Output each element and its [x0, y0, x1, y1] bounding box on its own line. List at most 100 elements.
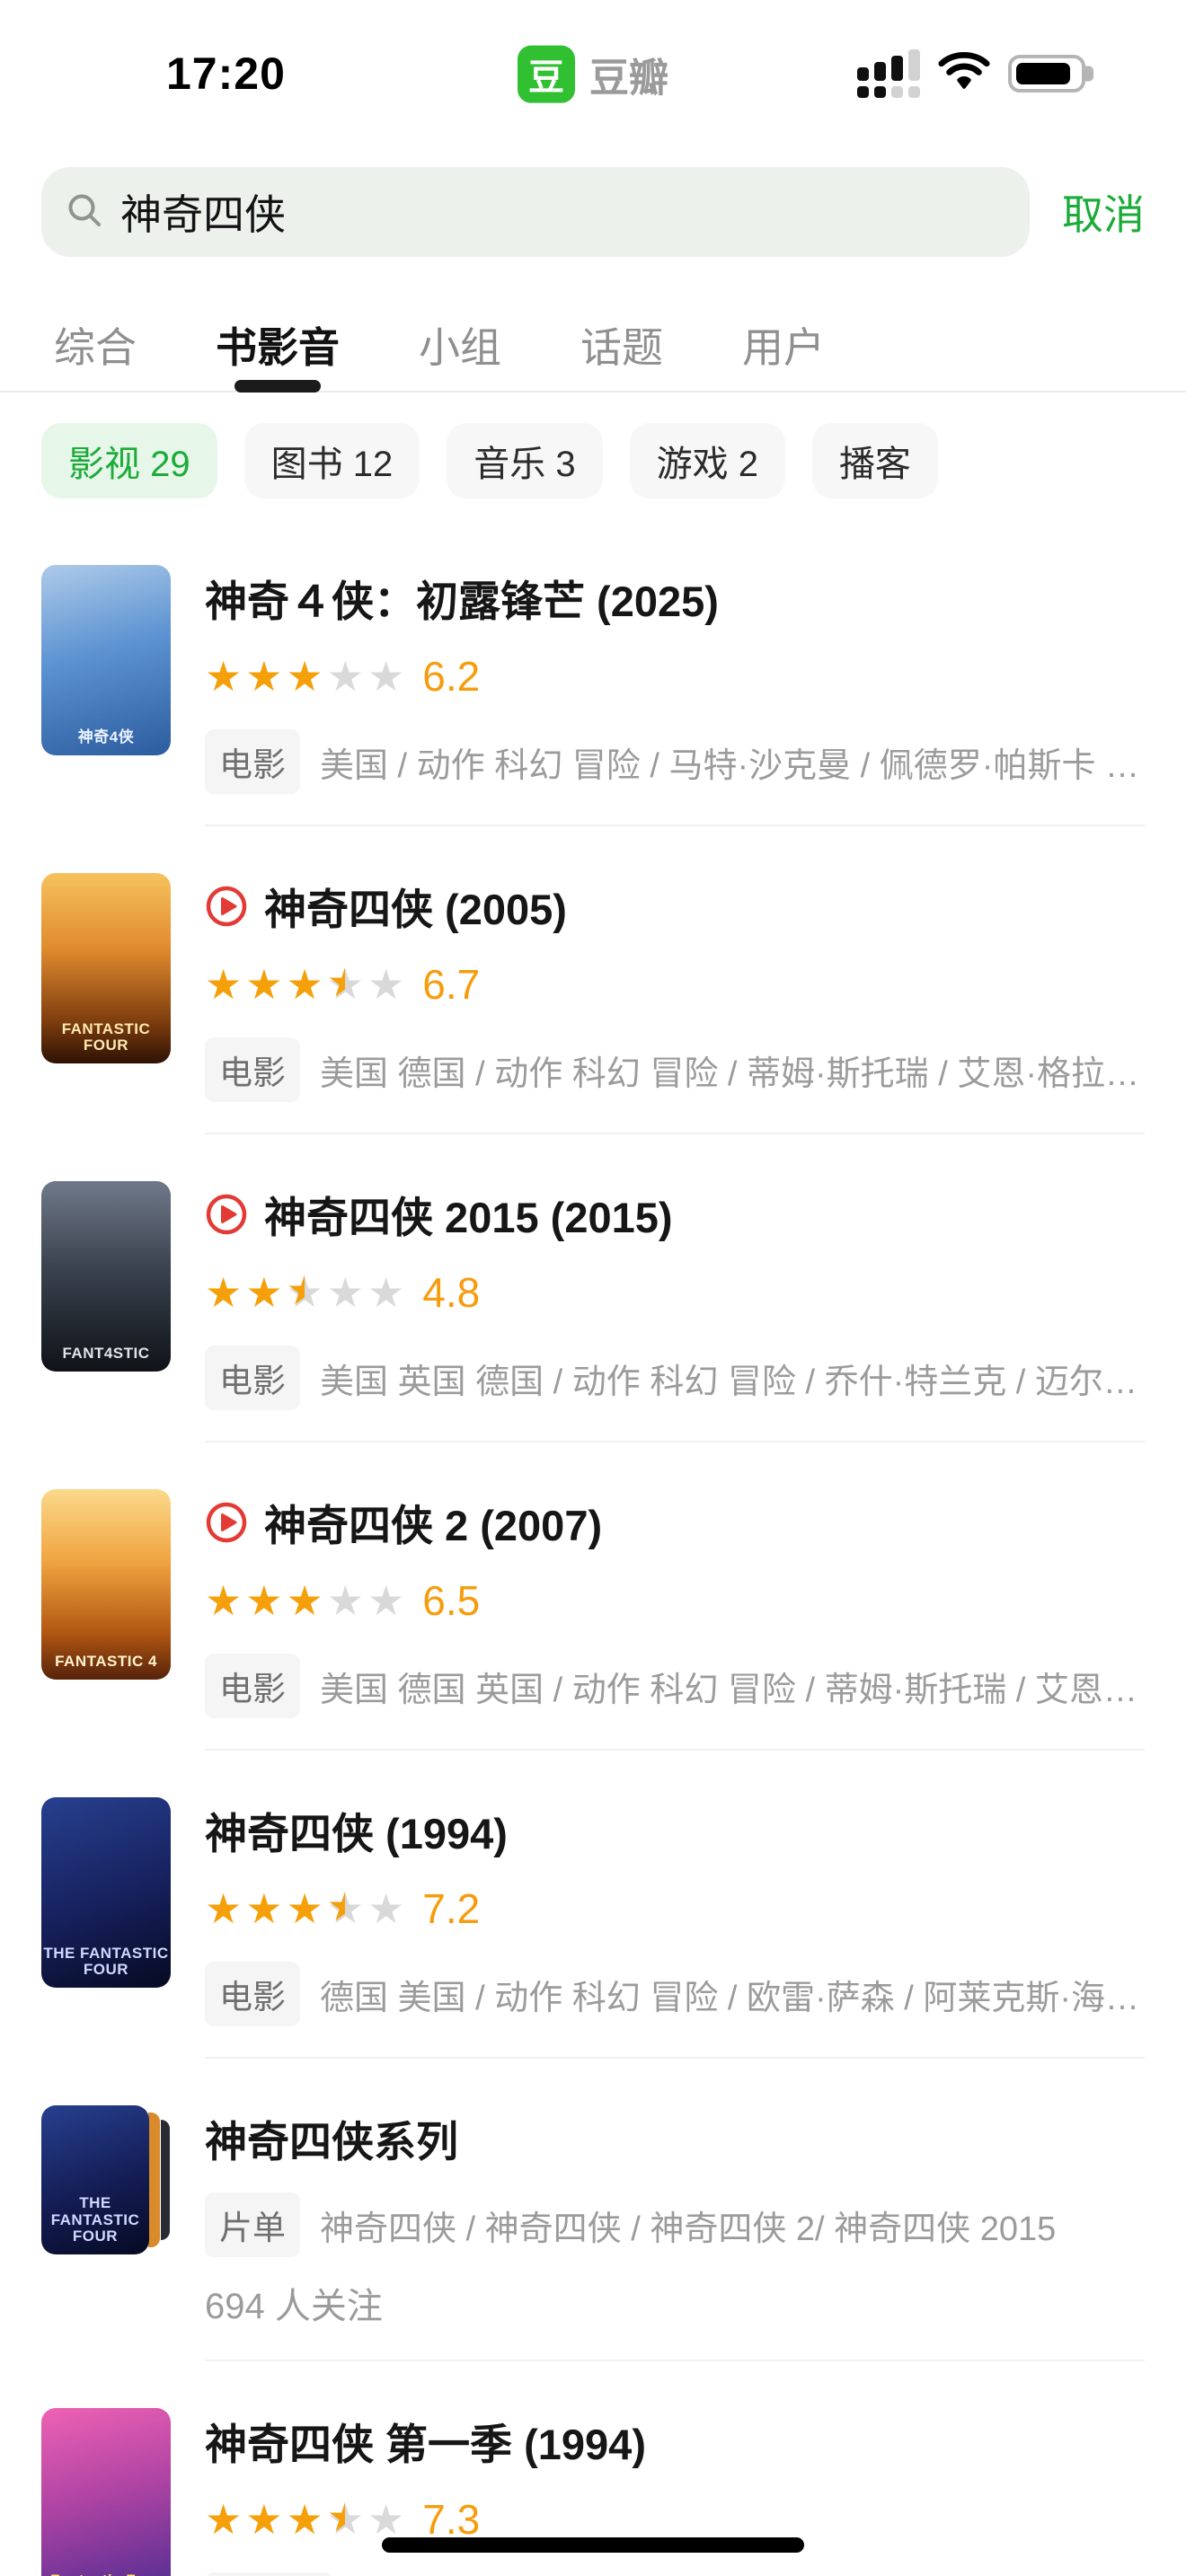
status-icons: [857, 49, 1093, 98]
play-circle-icon[interactable]: [205, 1501, 248, 1544]
meta-row: 电影 德国 美国 / 动作 科幻 冒险 / 欧雷·萨森 / 阿莱克斯·海德-怀特…: [205, 1962, 1145, 2026]
tab-话题[interactable]: 话题: [580, 323, 663, 371]
filter-chip-游戏[interactable]: 游戏 2: [629, 423, 785, 498]
result-title: 神奇四侠 (2005): [264, 886, 567, 933]
followers-count: 694 人关注: [205, 2287, 383, 2326]
poster-thumbnail[interactable]: FANT4STIC: [41, 1181, 171, 1372]
rating-row: ★★★★★★ 4.8: [205, 1268, 1145, 1317]
result-title: 神奇四侠系列: [205, 2118, 458, 2166]
result-item[interactable]: FANTASTIC 4 神奇四侠 2 (2007) ★★★★★ 6.5 电影: [0, 1442, 1186, 1751]
poster-image: FANTASTIC 4: [41, 1489, 171, 1680]
poster-caption: FANTASTIC 4: [55, 1653, 157, 1671]
poster-thumbnail[interactable]: THE FANTASTIC FOUR: [41, 2105, 171, 2254]
poster-thumbnail[interactable]: FANTASTIC FOUR: [41, 873, 171, 1063]
rating-row: ★★★★★★ 7.3: [205, 2495, 1145, 2544]
meta-row: 片单 神奇四侠 / 神奇四侠 / 神奇四侠 2/ 神奇四侠 2015: [205, 2192, 1145, 2257]
status-bar: 17:20 豆 豆瓣: [0, 0, 1186, 135]
result-title: 神奇四侠 2 (2007): [264, 1502, 603, 1549]
dynamic-island-app-indicator: 豆 豆瓣: [518, 45, 668, 103]
douban-logo-icon: 豆: [518, 45, 575, 103]
poster-image: FANT4STIC: [41, 1181, 171, 1372]
meta-row: 电影 美国 英国 德国 / 动作 科幻 冒险 / 乔什·特兰克 / 迈尔斯·特勒…: [205, 1345, 1145, 1410]
rating-row: ★★★★★★ 6.7: [205, 960, 1145, 1009]
tab-书影音[interactable]: 书影音: [216, 298, 340, 391]
cancel-button[interactable]: 取消: [1062, 182, 1145, 242]
meta-text: 神奇四侠 / 神奇四侠 / 神奇四侠 2/ 神奇四侠 2015: [320, 2210, 1057, 2248]
star-rating-icons: ★★★★★★: [205, 2496, 405, 2543]
poster-caption: FANT4STIC: [62, 1345, 150, 1363]
rating-score: 7.2: [422, 1885, 481, 1932]
meta-row: 电影 美国 / 动作 科幻 冒险 / 马特·沙克曼 / 佩德罗·帕斯卡 凡妮莎·…: [205, 729, 1145, 794]
rating-score: 6.2: [422, 653, 481, 700]
filter-chip-播客[interactable]: 播客: [811, 423, 938, 498]
result-title: 神奇４侠：初露锋芒 (2025): [205, 578, 719, 625]
poster-caption: THE FANTASTIC FOUR: [43, 1944, 169, 1979]
tab-小组[interactable]: 小组: [419, 323, 501, 371]
rating-score: 7.3: [422, 2496, 481, 2543]
filter-chips: 影视 29 图书 12 音乐 3 游戏 2 播客: [0, 423, 1186, 498]
result-body: 神奇四侠 2015 (2015) ★★★★★★ 4.8 电影 美国 英国 德国 …: [205, 1181, 1145, 1442]
rating-row: ★★★★★★ 7.2: [205, 1884, 1145, 1933]
poster-image: FANTASTIC FOUR: [41, 873, 171, 1063]
result-item[interactable]: THE FANTASTIC FOUR 神奇四侠 (1994) ★★★★★★ 7.…: [0, 1751, 1186, 2059]
category-badge: 电影: [205, 1037, 300, 1102]
category-badge: 电影: [205, 1345, 300, 1410]
filter-chip-音乐[interactable]: 音乐 3: [447, 423, 603, 498]
result-body: 神奇四侠 (2005) ★★★★★★ 6.7 电影 美国 德国 / 动作 科幻 …: [205, 873, 1145, 1134]
status-time: 17:20: [166, 49, 286, 99]
filter-chip-图书[interactable]: 图书 12: [243, 423, 420, 498]
meta-text: 美国 / 动作 科幻 冒险 / 马特·沙克曼 / 佩德罗·帕斯卡 凡妮莎·…: [320, 746, 1145, 785]
poster-image: THE FANTASTIC FOUR: [41, 2105, 149, 2254]
result-title: 神奇四侠 (1994): [205, 1810, 508, 1857]
rating-row: ★★★★★ 6.5: [205, 1576, 1145, 1625]
category-badge: 片单: [205, 2192, 300, 2257]
meta-row: 电影 美国 德国 / 动作 科幻 冒险 / 蒂姆·斯托瑞 / 艾恩·格拉法德 杰…: [205, 1037, 1145, 1102]
poster-image: THE FANTASTIC FOUR: [41, 1797, 171, 1988]
result-item[interactable]: 神奇4侠 神奇４侠：初露锋芒 (2025) ★★★★★ 6.2 电影 美国 / …: [0, 518, 1186, 826]
result-body: 神奇４侠：初露锋芒 (2025) ★★★★★ 6.2 电影 美国 / 动作 科幻…: [205, 565, 1145, 826]
search-row: 神奇四侠 取消: [41, 167, 1145, 257]
star-rating-icons: ★★★★★: [205, 653, 405, 700]
play-circle-icon[interactable]: [205, 1193, 248, 1236]
poster-caption: FANTASTIC FOUR: [61, 1019, 151, 1054]
star-rating-icons: ★★★★★: [205, 1577, 405, 1624]
result-title: 神奇四侠 第一季 (1994): [205, 2421, 646, 2468]
app-name-label: 豆瓣: [589, 56, 668, 101]
home-indicator[interactable]: [382, 2537, 804, 2553]
star-rating-icons: ★★★★★★: [205, 961, 405, 1008]
result-body: 神奇四侠系列 片单 神奇四侠 / 神奇四侠 / 神奇四侠 2/ 神奇四侠 201…: [205, 2105, 1145, 2361]
search-input[interactable]: 神奇四侠: [41, 167, 1030, 257]
poster-thumbnail[interactable]: THE FANTASTIC FOUR: [41, 1797, 171, 1988]
poster-thumbnail[interactable]: 神奇4侠: [41, 565, 171, 755]
category-badge: 电影: [205, 1962, 300, 2026]
star-rating-icons: ★★★★★★: [205, 1885, 405, 1932]
rating-row: ★★★★★ 6.2: [205, 652, 1145, 701]
poster-caption: Fantastic Four: [41, 2572, 171, 2576]
tab-用户[interactable]: 用户: [742, 323, 825, 371]
poster-thumbnail[interactable]: Fantastic Four: [41, 2408, 171, 2576]
category-badge: 电影: [205, 729, 300, 794]
play-circle-icon[interactable]: [205, 885, 248, 928]
poster-image: Fantastic Four: [41, 2408, 171, 2576]
result-item[interactable]: FANT4STIC 神奇四侠 2015 (2015) ★★★★★★ 4.8 电影: [0, 1134, 1186, 1442]
rating-score: 4.8: [422, 1269, 481, 1316]
result-body: 神奇四侠 2 (2007) ★★★★★ 6.5 电影 美国 德国 英国 / 动作…: [205, 1489, 1145, 1751]
rating-score: 6.7: [422, 961, 481, 1008]
result-body: 神奇四侠 (1994) ★★★★★★ 7.2 电影 德国 美国 / 动作 科幻 …: [205, 1797, 1145, 2059]
result-item[interactable]: THE FANTASTIC FOUR 神奇四侠系列 片单 神奇四侠 / 神奇四侠…: [0, 2059, 1186, 2361]
star-rating-icons: ★★★★★★: [205, 1269, 405, 1316]
result-item[interactable]: Fantastic Four 神奇四侠 第一季 (1994) ★★★★★★ 7.…: [0, 2361, 1186, 2576]
poster-thumbnail[interactable]: FANTASTIC 4: [41, 1489, 171, 1680]
battery-icon: [1008, 55, 1093, 93]
filter-chip-影视[interactable]: 影视 29: [41, 423, 217, 498]
meta-text: 美国 德国 / 动作 科幻 冒险 / 蒂姆·斯托瑞 / 艾恩·格拉法德 杰…: [320, 1054, 1145, 1093]
tab-综合[interactable]: 综合: [54, 323, 137, 371]
cellular-dual-sim-icon: [857, 49, 920, 98]
meta-text: 美国 德国 英国 / 动作 科幻 冒险 / 蒂姆·斯托瑞 / 艾恩·格拉法…: [320, 1671, 1145, 1709]
poster-caption: 神奇4侠: [77, 728, 135, 746]
result-item[interactable]: FANTASTIC FOUR 神奇四侠 (2005) ★★★★★★ 6.7 电影: [0, 826, 1186, 1134]
meta-row: 电视剧 美国 / 剧情 动画 / Jack Kirby Stan Lee / B…: [205, 2572, 1145, 2576]
wifi-icon: [938, 51, 990, 96]
category-badge: 电影: [205, 1654, 300, 1718]
meta-row: 电影 美国 德国 英国 / 动作 科幻 冒险 / 蒂姆·斯托瑞 / 艾恩·格拉法…: [205, 1654, 1145, 1718]
